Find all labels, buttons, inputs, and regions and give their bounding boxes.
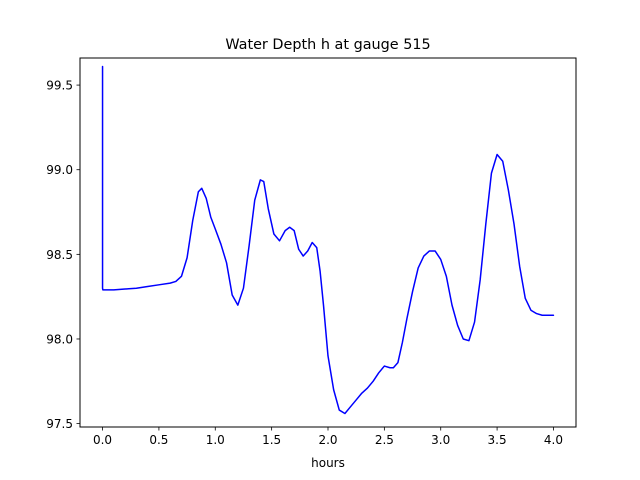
x-tick-label: 1.5: [262, 433, 281, 447]
x-tick-label: 2.5: [375, 433, 394, 447]
y-tick-label: 98.0: [46, 332, 73, 346]
x-tick-label: 2.0: [318, 433, 337, 447]
y-tick-label: 97.5: [46, 417, 73, 431]
y-tick-label: 98.5: [46, 248, 73, 262]
x-tick-label: 3.5: [488, 433, 507, 447]
y-tick-label: 99.0: [46, 163, 73, 177]
chart-title: Water Depth h at gauge 515: [225, 37, 430, 53]
x-tick-label: 3.0: [431, 433, 450, 447]
y-tick-label: 99.5: [46, 79, 73, 93]
x-tick-label: 4.0: [544, 433, 563, 447]
x-axis-label: hours: [311, 456, 345, 470]
x-tick-label: 1.0: [206, 433, 225, 447]
x-tick-label: 0.0: [93, 433, 112, 447]
x-tick-label: 0.5: [149, 433, 168, 447]
